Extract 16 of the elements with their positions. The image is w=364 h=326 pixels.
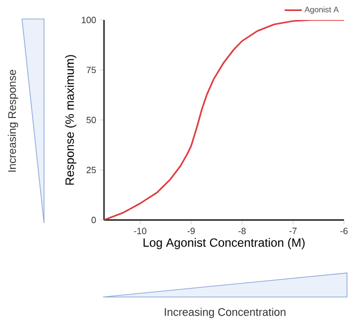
x-tick-label: -9 bbox=[188, 228, 195, 234]
y-axis-title: Response (% maximum) bbox=[65, 55, 76, 185]
y-tick-label: 50 bbox=[86, 116, 96, 124]
line-series bbox=[104, 20, 344, 220]
y-tick-label: 75 bbox=[86, 66, 96, 74]
text: Increasing Concentration bbox=[164, 308, 286, 318]
y-tick-label: 100 bbox=[82, 16, 96, 24]
y-tick-label: 25 bbox=[86, 166, 96, 174]
x-tick-label: -6 bbox=[340, 228, 348, 234]
x-tick-label: -8 bbox=[238, 228, 246, 234]
x-axis-title: Log Agonist Concentration (M) bbox=[144, 238, 305, 250]
x-tick-label: -7 bbox=[289, 228, 297, 234]
legend-label: Agonist A bbox=[304, 6, 339, 14]
y-tick-label: 0 bbox=[92, 216, 96, 224]
text: Increasing Response bbox=[8, 70, 18, 172]
x-tick-label: -10 bbox=[134, 228, 146, 234]
